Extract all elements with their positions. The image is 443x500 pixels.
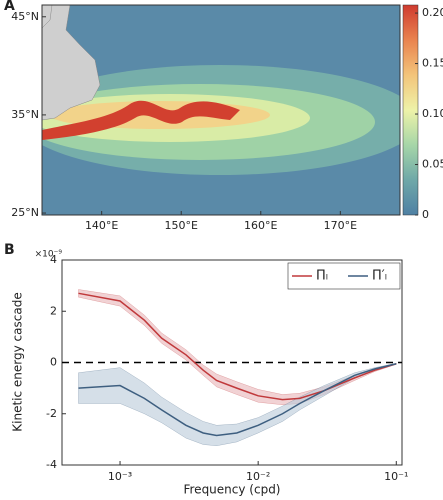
land <box>42 5 53 29</box>
y-scale-label: ×10⁻⁹ <box>35 250 63 260</box>
x-tick-label: 10⁻² <box>246 470 270 483</box>
x-tick-label: 140°E <box>85 219 118 232</box>
line <box>78 363 397 437</box>
colorbar-tick-label: 0.10 <box>422 107 443 120</box>
y-tick-label: 35°N <box>11 108 39 121</box>
y-tick-label: -2 <box>46 407 57 420</box>
legend-label: Π̄ₗ <box>316 269 328 284</box>
y-tick-label: 2 <box>50 304 57 317</box>
panel-label: B <box>4 242 15 258</box>
map-frame <box>41 4 401 216</box>
colorbar <box>402 4 419 216</box>
x-tick-label: 160°E <box>244 219 277 232</box>
colorbar-tick-label: 0.05 <box>422 158 443 171</box>
map <box>42 5 400 215</box>
line <box>78 292 397 401</box>
x-tick-label: 170°E <box>324 219 357 232</box>
colorbar-tick-label: 0 <box>422 208 429 221</box>
x-tick-label: 10⁻¹ <box>384 470 408 483</box>
y-tick-label: 0 <box>50 356 57 369</box>
x-tick-label: 150°E <box>164 219 197 232</box>
y-axis-label: Kinetic energy cascade <box>11 292 25 431</box>
jet <box>42 100 240 140</box>
panel-label: A <box>4 0 15 14</box>
legend-label: Π′ₗ <box>372 269 387 284</box>
colorbar-tick-label: 0.20 <box>422 6 443 19</box>
x-axis-label: Frequency (cpd) <box>183 483 280 497</box>
y-tick-label: 45°N <box>11 10 39 23</box>
y-tick-label: 4 <box>50 253 57 266</box>
land <box>42 5 101 121</box>
x-tick-label: 10⁻³ <box>108 470 132 483</box>
y-tick-label: 25°N <box>11 206 39 219</box>
y-tick-label: -4 <box>46 458 57 471</box>
colorbar-tick-label: 0.15 <box>422 57 443 70</box>
